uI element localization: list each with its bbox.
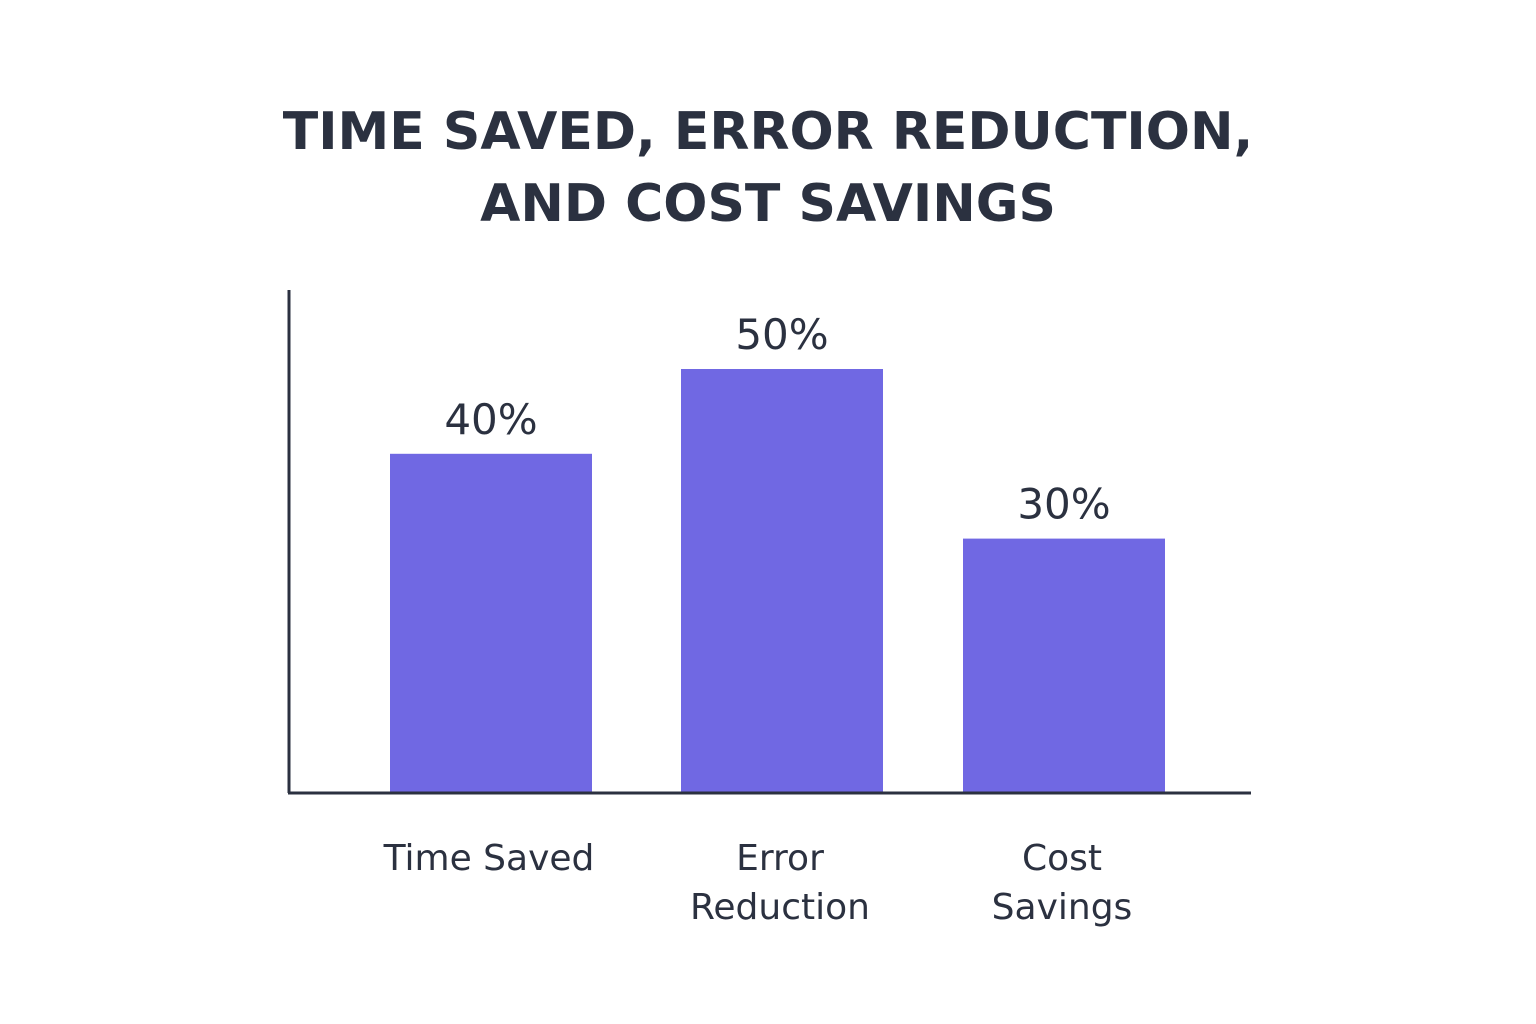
- value-label-time-saved: 40%: [444, 395, 537, 444]
- category-label-cost-savings-line-1: Cost: [1022, 838, 1102, 879]
- chart-title-line-2: AND COST SAVINGS: [480, 174, 1056, 234]
- bar-error-reduction: [681, 369, 883, 793]
- category-label-cost-savings-line-2: Savings: [992, 887, 1133, 928]
- value-label-error-reduction: 50%: [735, 310, 828, 359]
- bar-cost-savings: [963, 538, 1165, 793]
- category-label-error-reduction-line-2: Reduction: [690, 887, 870, 928]
- category-label-error-reduction-line-1: Error: [736, 838, 824, 879]
- chart-title-line-1: TIME SAVED, ERROR REDUCTION,: [282, 102, 1254, 162]
- value-label-cost-savings: 30%: [1017, 480, 1110, 529]
- chart-title: TIME SAVED, ERROR REDUCTION, AND COST SA…: [0, 96, 1536, 240]
- bars-layer: [390, 369, 1165, 793]
- category-label-time-saved-line-1: Time Saved: [383, 838, 595, 879]
- labels-layer: 40% Time Saved 50% Error Reduction 30% Cost Sav…: [383, 310, 1133, 928]
- bar-time-saved: [390, 453, 592, 793]
